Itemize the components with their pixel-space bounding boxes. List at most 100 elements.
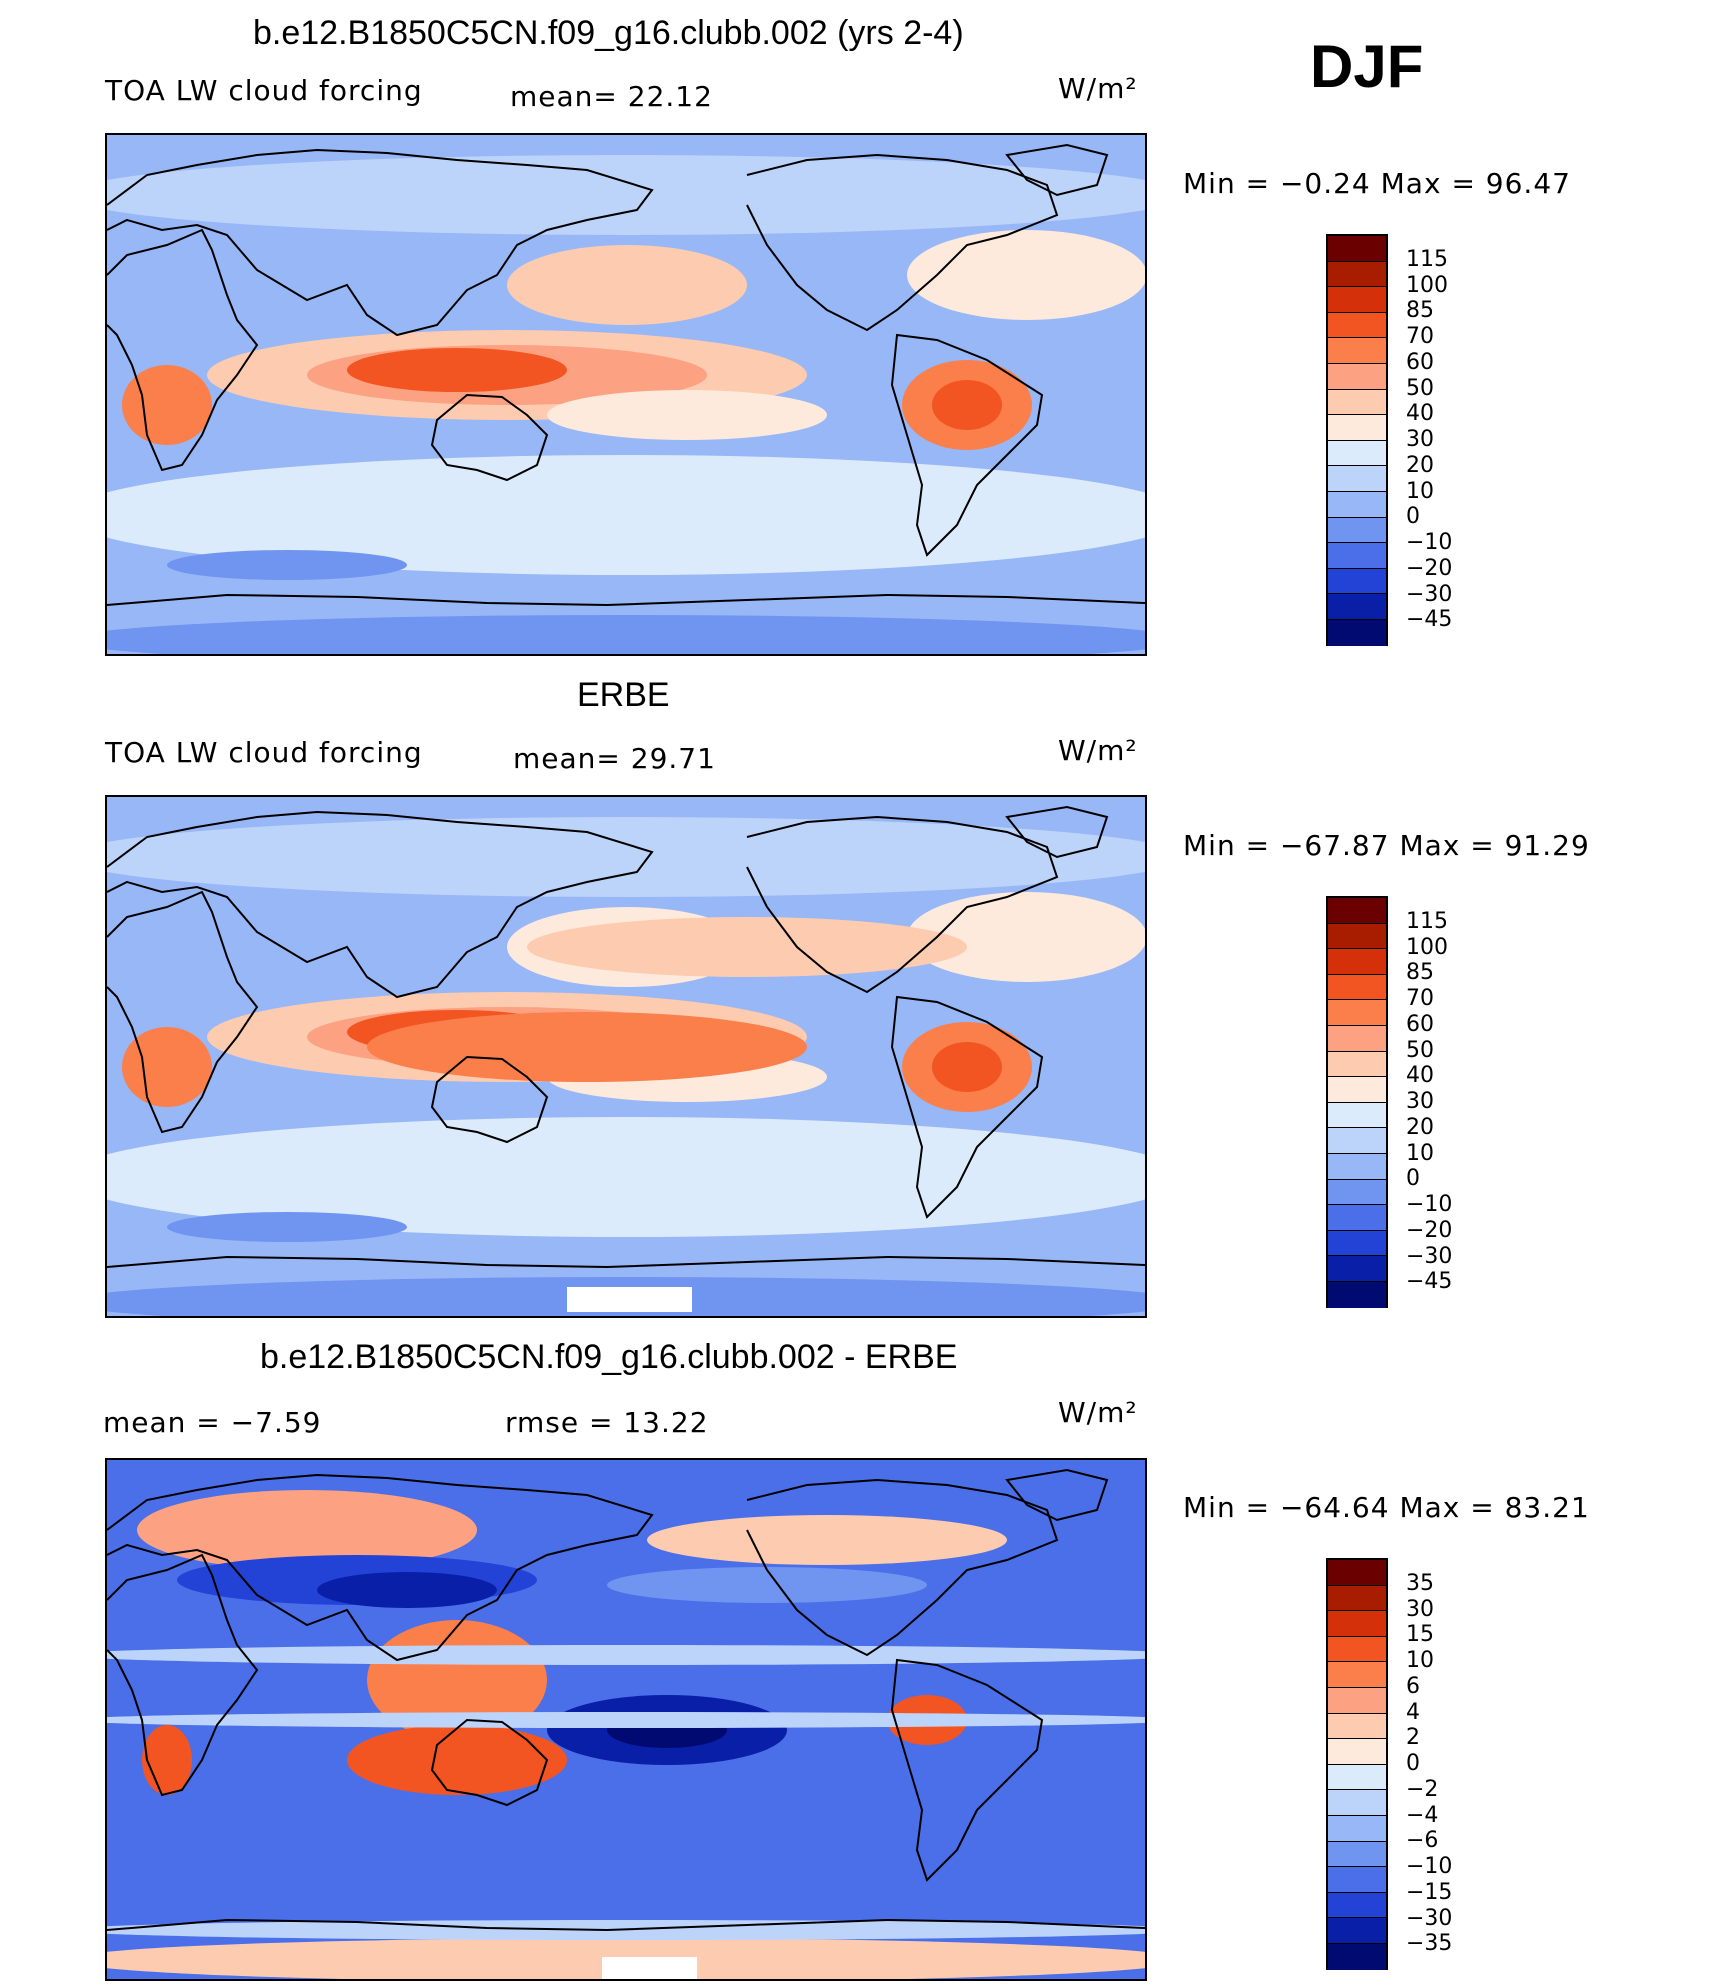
coastline: [890, 333, 1044, 557]
contour-region: [647, 1515, 1007, 1565]
colorbar-tick-label: 35: [1406, 1570, 1434, 1596]
colorbar-tick-label: −45: [1406, 1269, 1453, 1295]
colorbar-tick-label: −10: [1406, 1854, 1453, 1879]
colorbar-tick-label: 50: [1406, 1037, 1434, 1063]
colorbar-swatch: [1328, 1153, 1386, 1180]
panel-1-mean: mean= 22.12: [510, 80, 713, 113]
contour-region: [167, 1212, 407, 1242]
colorbar-swatch: [1328, 466, 1386, 492]
contour-region: [367, 1012, 807, 1082]
colorbar-swatch: [1328, 1841, 1386, 1868]
contour-region: [137, 1490, 477, 1570]
contour-region: [317, 1572, 497, 1608]
colorbar-swatch: [1328, 1943, 1386, 1970]
panel-2-map: [105, 795, 1147, 1318]
colorbar-swatch: [1328, 440, 1386, 467]
colorbar-tick-label: 100: [1406, 272, 1448, 298]
panel-2-mean: mean= 29.71: [513, 742, 716, 775]
colorbar-swatch: [1328, 1764, 1386, 1791]
colorbar-swatch: [1328, 974, 1386, 1001]
colorbar-swatch: [1328, 1867, 1386, 1893]
panel-1-map: [105, 133, 1147, 656]
contour-region: [907, 892, 1145, 982]
colorbar-swatch: [1328, 1687, 1386, 1714]
colorbar-tick-label: −10: [1406, 1192, 1453, 1217]
contour-region: [167, 550, 407, 580]
season-label: DJF: [1310, 33, 1424, 100]
panel-2-colorbar: [1326, 896, 1388, 1308]
panel-1-minmax: Min = −0.24 Max = 96.47: [1183, 167, 1571, 200]
colorbar-swatch: [1328, 619, 1386, 646]
colorbar-swatch: [1328, 1025, 1386, 1052]
colorbar-tick-label: −2: [1406, 1776, 1439, 1802]
contour-region: [107, 155, 1145, 235]
colorbar-tick-label: 15: [1406, 1622, 1434, 1648]
colorbar-tick-label: 10: [1406, 478, 1434, 504]
coastline: [746, 153, 1059, 332]
colorbar-swatch: [1328, 1560, 1386, 1586]
colorbar-tick-label: −15: [1406, 1879, 1453, 1905]
missing-data-region: [567, 1287, 692, 1312]
contour-region: [347, 348, 567, 392]
contour-region: [107, 1712, 1145, 1728]
coastline: [430, 1055, 549, 1144]
contour-region: [547, 390, 827, 440]
panel-1-colorbar: [1326, 234, 1388, 646]
panel-3-map: [105, 1458, 1147, 1981]
coastline: [107, 228, 259, 472]
colorbar-tick-label: −20: [1406, 1217, 1453, 1243]
colorbar-tick-label: 6: [1406, 1673, 1420, 1699]
contour-region: [122, 1027, 212, 1107]
colorbar-tick-label: 30: [1406, 427, 1434, 452]
contour-region: [107, 455, 1145, 575]
colorbar-tick-label: −30: [1406, 1243, 1453, 1269]
coastline: [107, 1473, 654, 1662]
colorbar-swatch: [1328, 1281, 1386, 1308]
colorbar-swatch: [1328, 312, 1386, 339]
colorbar-tick-label: 30: [1406, 1596, 1434, 1622]
colorbar-tick-label: 115: [1406, 246, 1448, 272]
contour-region: [527, 917, 967, 977]
missing-data-region: [602, 1957, 697, 1979]
colorbar-tick-label: −30: [1406, 1905, 1453, 1931]
colorbar-swatch: [1328, 898, 1386, 924]
colorbar-swatch: [1328, 949, 1386, 975]
colorbar-swatch: [1328, 261, 1386, 288]
colorbar-swatch: [1328, 568, 1386, 595]
colorbar-swatch: [1328, 1077, 1386, 1103]
colorbar-tick-label: −35: [1406, 1931, 1453, 1957]
contour-region: [607, 1567, 927, 1603]
contour-region: [107, 1645, 1145, 1665]
contour-region: [122, 365, 212, 445]
colorbar-tick-label: 85: [1406, 960, 1434, 986]
coastline: [107, 810, 654, 999]
contour-region: [932, 1042, 1002, 1092]
coastline: [430, 393, 549, 482]
colorbar-swatch: [1328, 1815, 1386, 1842]
colorbar-tick-label: −45: [1406, 607, 1453, 633]
coastline: [746, 815, 1059, 994]
colorbar-tick-label: 2: [1406, 1725, 1420, 1751]
panel-1-title: b.e12.B1850C5CN.f09_g16.clubb.002 (yrs 2…: [253, 14, 964, 52]
colorbar-swatch: [1328, 1128, 1386, 1154]
panel-3-minmax: Min = −64.64 Max = 83.21: [1183, 1491, 1590, 1524]
coastline: [890, 995, 1044, 1219]
colorbar-swatch: [1328, 415, 1386, 441]
colorbar-swatch: [1328, 491, 1386, 518]
colorbar-swatch: [1328, 517, 1386, 544]
colorbar-swatch: [1328, 1790, 1386, 1816]
contour-region: [507, 245, 747, 325]
panel-1-variable: TOA LW cloud forcing: [105, 74, 423, 107]
colorbar-tick-label: 0: [1406, 1166, 1420, 1192]
colorbar-swatch: [1328, 1256, 1386, 1282]
colorbar-tick-label: 60: [1406, 349, 1434, 375]
colorbar-swatch: [1328, 1000, 1386, 1026]
contour-region: [907, 230, 1145, 320]
contour-region: [347, 1725, 567, 1795]
panel-1-units: W/m²: [1058, 72, 1138, 105]
colorbar-tick-label: 4: [1406, 1699, 1420, 1725]
colorbar-tick-label: 40: [1406, 401, 1434, 427]
panel-2-units: W/m²: [1058, 734, 1138, 767]
colorbar-tick-label: 20: [1406, 1114, 1434, 1140]
colorbar-swatch: [1328, 543, 1386, 569]
